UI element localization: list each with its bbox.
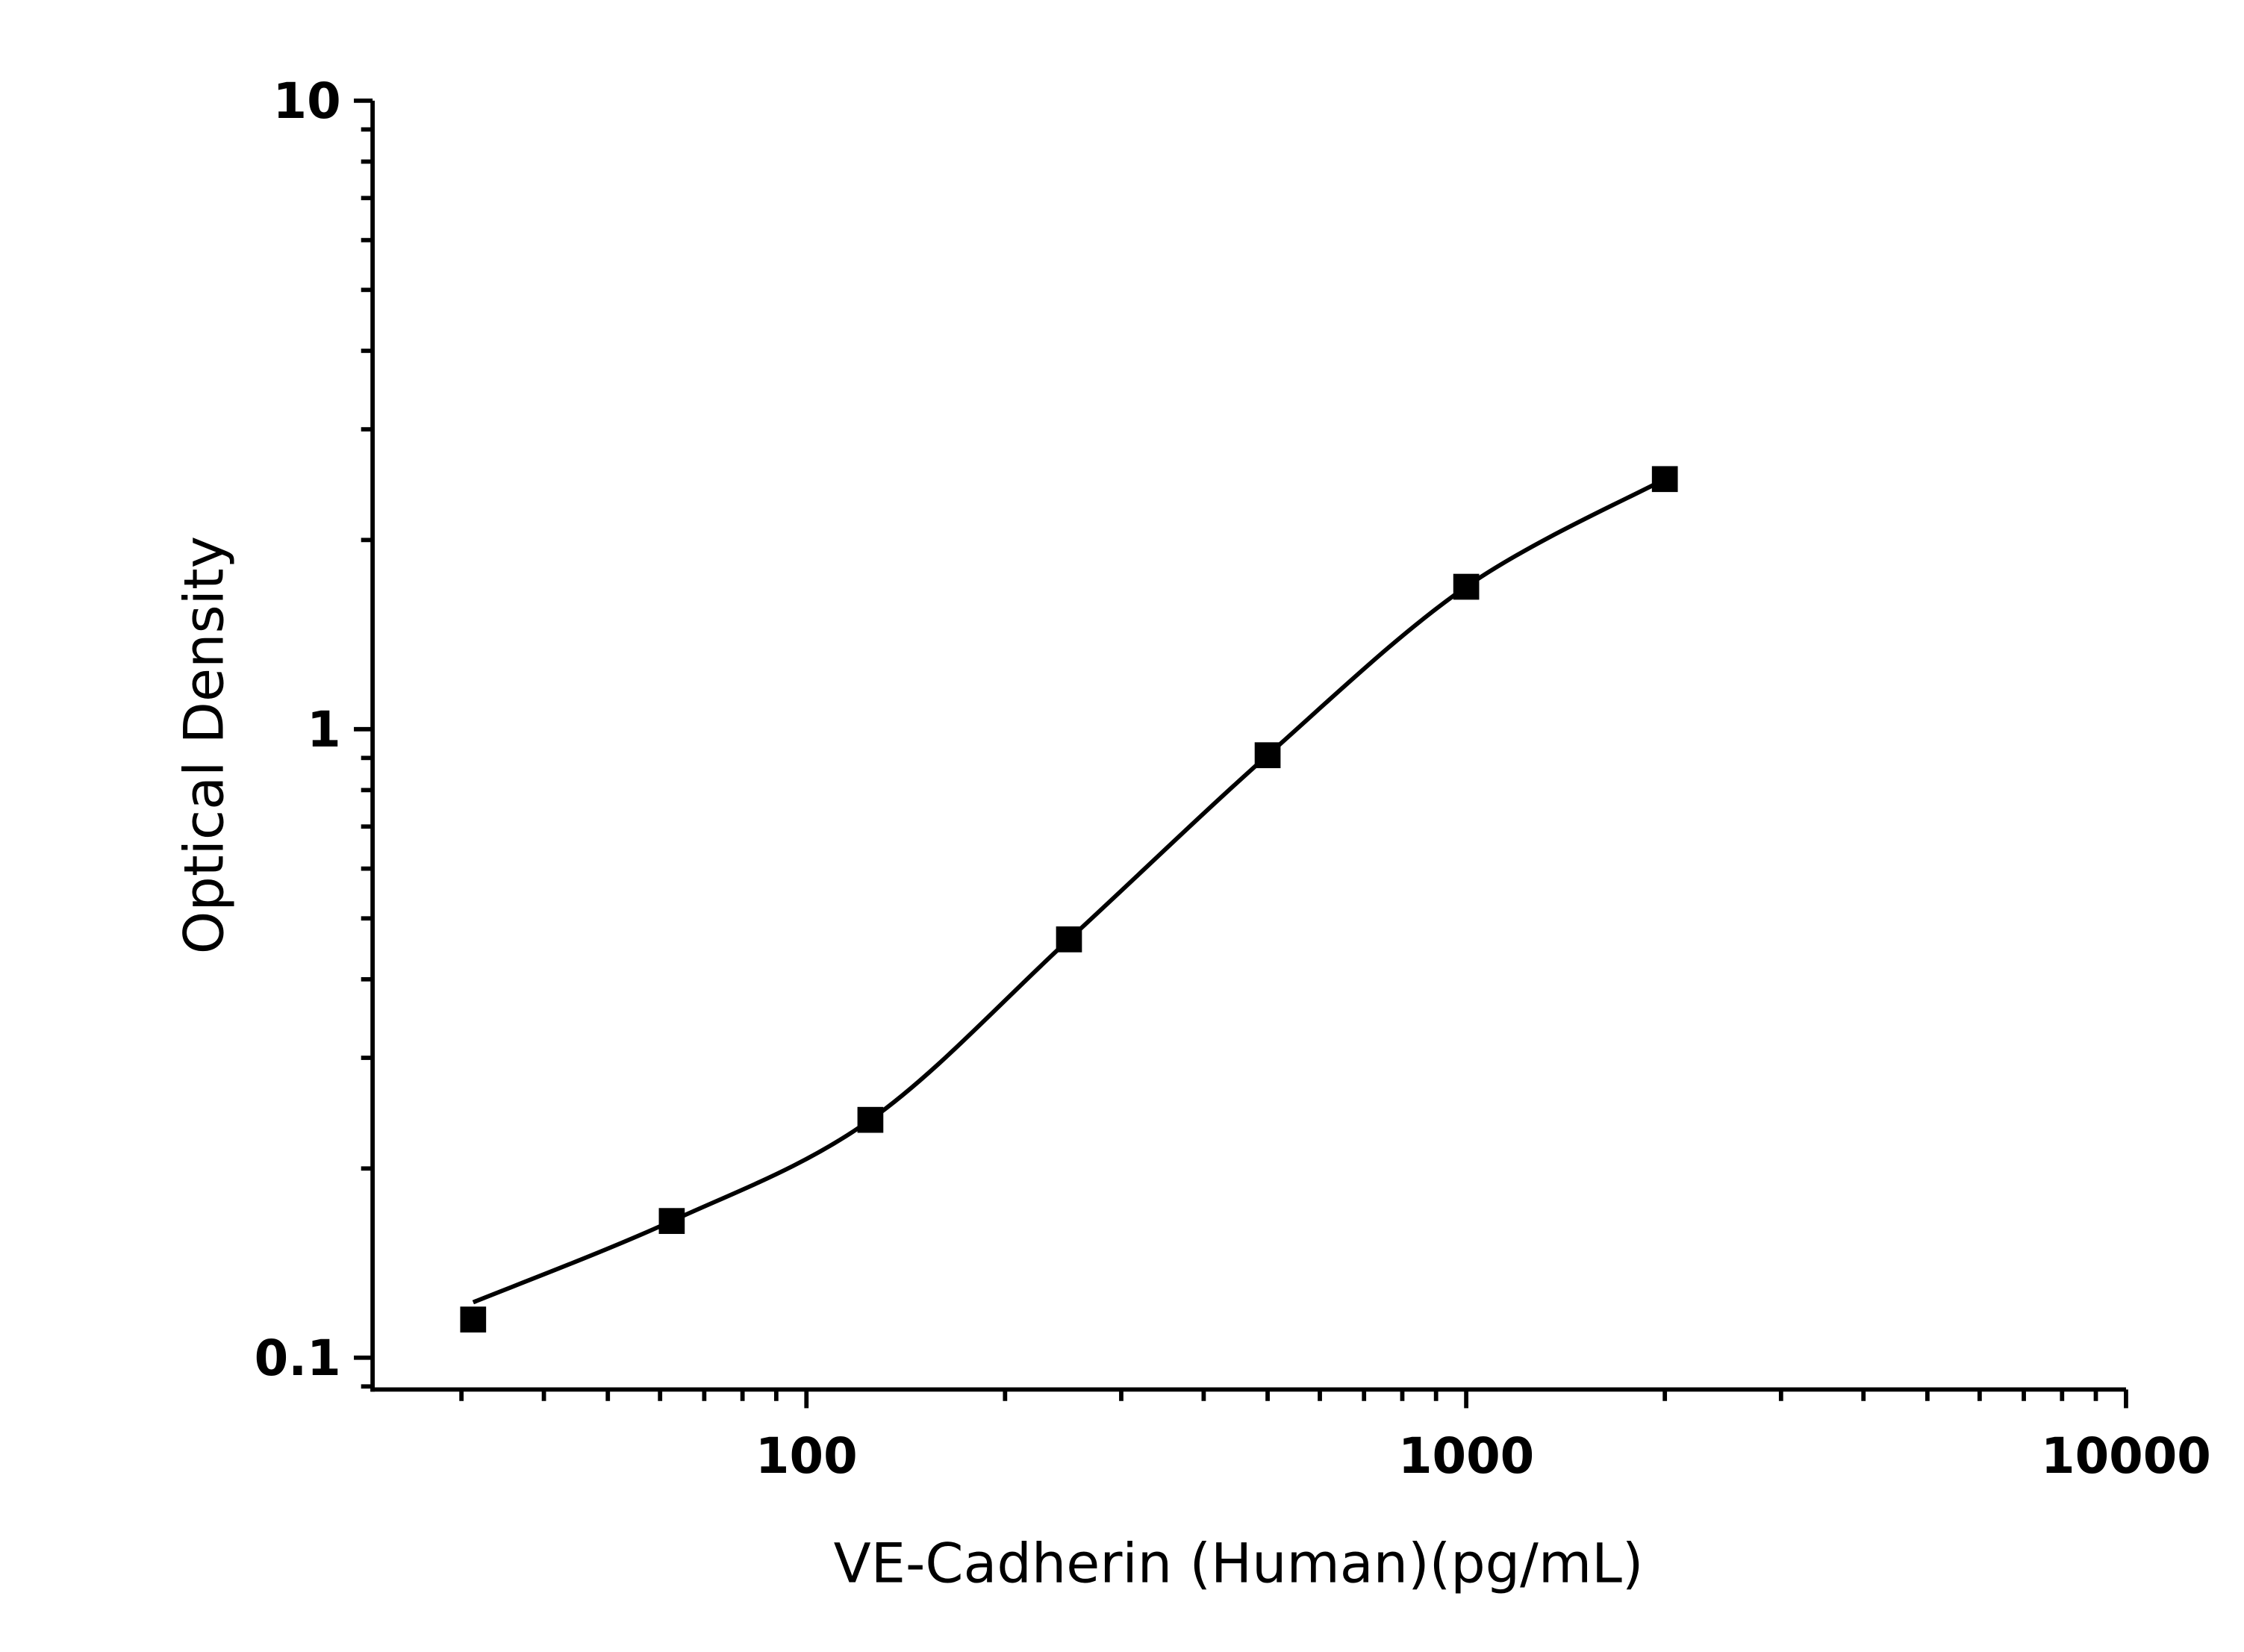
data-point — [1056, 926, 1082, 953]
x-tick-label: 10000 — [2041, 1428, 2211, 1485]
data-points — [460, 466, 1678, 1332]
data-point — [1453, 573, 1480, 600]
data-point — [1254, 742, 1281, 769]
y-axis-label: Optical Density — [173, 536, 237, 954]
data-point — [857, 1106, 884, 1133]
x-tick-label: 1000 — [1398, 1428, 1534, 1485]
x-axis-label: VE-Cadherin (Human)(pg/mL) — [834, 1533, 1644, 1596]
x-tick-label: 100 — [755, 1428, 858, 1485]
fit-curve — [472, 477, 1666, 1305]
data-point — [658, 1208, 685, 1234]
axes: 0.1 1 10 100 1000 10000 — [255, 73, 2211, 1485]
data-point — [1651, 466, 1678, 493]
data-point — [460, 1306, 487, 1332]
y-tick-label: 10 — [273, 73, 341, 130]
y-tick-label: 1 — [307, 702, 341, 758]
y-tick-label: 0.1 — [255, 1330, 341, 1387]
